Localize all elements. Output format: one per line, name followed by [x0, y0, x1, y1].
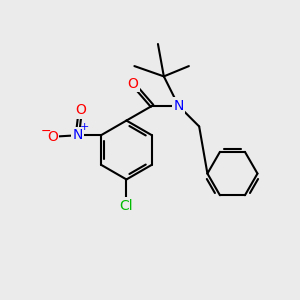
- Text: −: −: [40, 125, 51, 138]
- Text: +: +: [80, 122, 89, 132]
- Text: N: N: [173, 99, 184, 113]
- Text: O: O: [75, 103, 86, 117]
- Text: O: O: [47, 130, 58, 144]
- Text: N: N: [72, 128, 82, 142]
- Text: Cl: Cl: [120, 199, 133, 213]
- Text: O: O: [128, 77, 138, 91]
